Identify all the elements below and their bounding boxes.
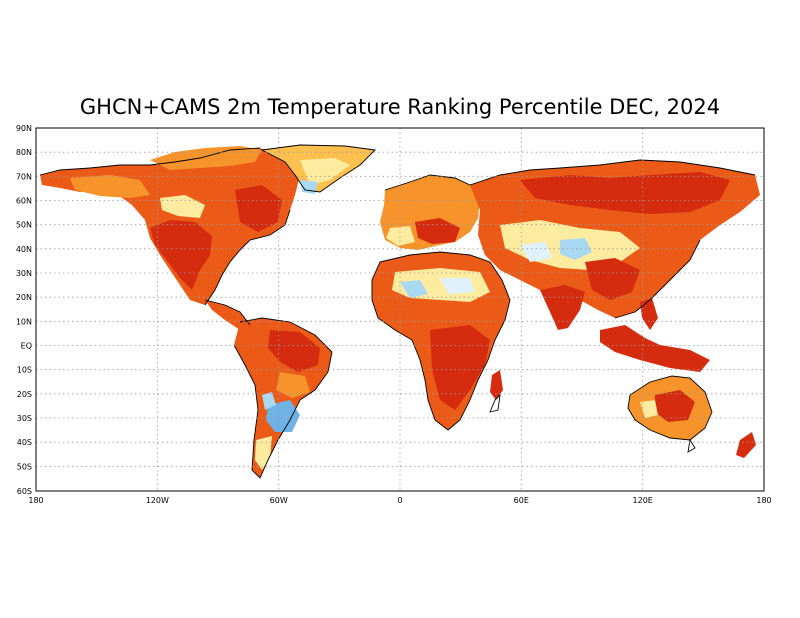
lat-label-50s: 50S <box>17 462 32 471</box>
philippines-land <box>640 298 658 330</box>
lon-label-0: 0 <box>397 496 402 505</box>
lon-label-180w: 180 <box>28 496 43 505</box>
lat-label-30s: 30S <box>17 414 32 423</box>
europe-near <box>386 226 415 246</box>
south-america-deep <box>268 330 320 372</box>
map-title: GHCN+CAMS 2m Temperature Ranking Percent… <box>80 95 720 119</box>
southeast-asia-land <box>600 325 710 372</box>
sahara-cool <box>400 280 428 298</box>
lat-label-60n: 60N <box>16 197 32 206</box>
north-america-deep <box>150 220 212 290</box>
japan-land <box>680 228 698 255</box>
south-america-below <box>262 392 276 410</box>
lat-label-50n: 50N <box>16 221 32 230</box>
australia-deep <box>655 390 695 422</box>
lon-label-120w: 120W <box>146 496 169 505</box>
latitude-labels: 90N 80N 70N 60N 50N 40N 30N 20N 10N EQ 1… <box>16 124 32 496</box>
longitude-labels: 180 120W 60W 0 60E 120E 180 <box>28 496 771 505</box>
lat-label-eq: EQ <box>21 342 32 351</box>
europe-deep <box>415 218 460 244</box>
greenland-cool <box>300 180 318 194</box>
lat-label-20s: 20S <box>17 390 32 399</box>
madagascar-land <box>490 370 503 400</box>
lat-label-20n: 20N <box>16 293 32 302</box>
south-america-cool <box>266 400 300 432</box>
lat-label-60s: 60S <box>17 487 32 496</box>
siberia-deep <box>520 172 730 214</box>
central-asia-slightly-cool <box>520 242 552 262</box>
central-america-land <box>205 300 250 330</box>
new-zealand-land <box>736 432 756 458</box>
lon-label-60w: 60W <box>270 496 288 505</box>
lat-label-30n: 30N <box>16 269 32 278</box>
graticule <box>36 128 764 491</box>
lon-label-180e: 180 <box>756 496 771 505</box>
north-america-deep-east <box>235 185 282 232</box>
lat-label-40s: 40S <box>17 438 32 447</box>
greenland-near <box>300 158 350 185</box>
sahara-slightly-cool <box>440 278 475 294</box>
east-asia-deep <box>585 258 640 300</box>
lat-label-80n: 80N <box>16 148 32 157</box>
africa-deep <box>430 325 490 410</box>
lat-label-10n: 10N <box>16 317 32 326</box>
lat-label-10s: 10S <box>17 366 32 375</box>
lat-label-70n: 70N <box>16 172 32 181</box>
india-land <box>540 285 585 330</box>
lat-label-90n: 90N <box>16 124 32 133</box>
australia-near <box>640 400 658 418</box>
lat-label-40n: 40N <box>16 245 32 254</box>
lon-label-60e: 60E <box>514 496 529 505</box>
patagonia-near <box>255 436 272 470</box>
coastlines <box>39 144 756 479</box>
south-america-above <box>276 372 310 398</box>
north-america-above <box>70 175 150 198</box>
lon-label-120e: 120E <box>633 496 653 505</box>
